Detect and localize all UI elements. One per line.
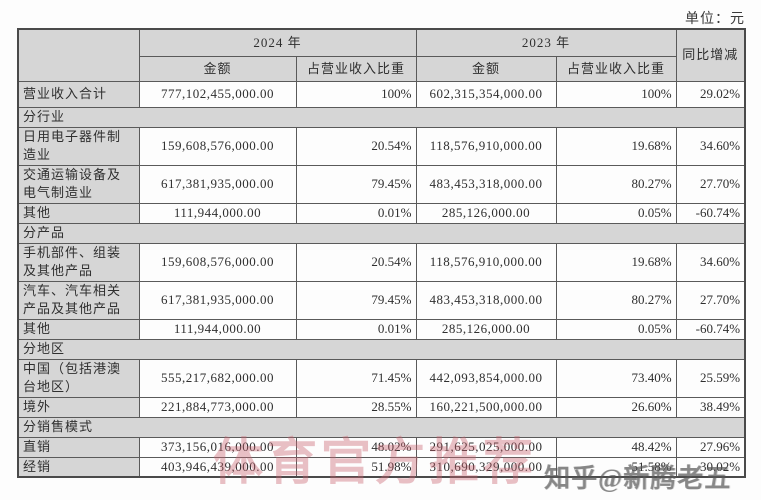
ratio-2024: 0.01% (295, 202, 417, 224)
ratio-2023: 0.05% (555, 318, 677, 340)
header-amount-2024: 金额 (138, 55, 297, 82)
amount-2023: 602,315,354,000.00 (415, 80, 557, 108)
ratio-2024: 79.45% (295, 164, 417, 204)
yoy-value: 34.60% (675, 126, 746, 166)
yoy-value: -60.74% (675, 318, 746, 340)
section-label: 分地区 (17, 338, 746, 360)
amount-2024: 403,946,439,000.00 (138, 456, 297, 478)
ratio-2023: 80.27% (555, 280, 677, 320)
ratio-2024: 79.45% (295, 280, 417, 320)
ratio-2023: 19.68% (555, 126, 677, 166)
table-row: 其他 111,944,000.00 0.01% 285,126,000.00 0… (17, 202, 746, 224)
ratio-2023: 100% (555, 80, 677, 108)
ratio-2024: 71.45% (295, 358, 417, 398)
table-row: 汽车、汽车相关 产品及其他产品 617,381,935,000.00 79.45… (17, 280, 746, 320)
table-row: 境外 221,884,773,000.00 28.55% 160,221,500… (17, 396, 746, 418)
amount-2024: 111,944,000.00 (138, 318, 297, 340)
header-year-2024: 2024 年 (138, 28, 417, 57)
ratio-2024: 28.55% (295, 396, 417, 418)
row-label: 经销 (17, 456, 140, 478)
ratio-2024: 51.98% (295, 456, 417, 478)
ratio-2024: 100% (295, 80, 417, 108)
row-label: 交通运输设备及 电气制造业 (17, 164, 140, 204)
ratio-2024: 0.01% (295, 318, 417, 340)
amount-2024: 373,156,016,000.00 (138, 436, 297, 458)
section-label: 分行业 (17, 106, 746, 128)
table-row: 手机部件、组装 及其他产品 159,608,576,000.00 20.54% … (17, 242, 746, 282)
section-row-industry: 分行业 (17, 106, 746, 128)
section-row-product: 分产品 (17, 222, 746, 244)
row-label: 日用电子器件制 造业 (17, 126, 140, 166)
yoy-value: 27.70% (675, 164, 746, 204)
row-label: 直销 (17, 436, 140, 458)
header-row-metrics: 金额 占营业收入比重 金额 占营业收入比重 (18, 55, 745, 82)
amount-2023: 483,453,318,000.00 (415, 164, 557, 204)
table-row: 日用电子器件制 造业 159,608,576,000.00 20.54% 118… (17, 126, 746, 166)
row-label: 手机部件、组装 及其他产品 (17, 242, 140, 282)
table-row: 中国（包括港澳 台地区） 555,217,682,000.00 71.45% 4… (17, 358, 746, 398)
ratio-2023: 80.27% (555, 164, 677, 204)
yoy-value: 30.02% (675, 456, 746, 478)
ratio-2024: 20.54% (295, 126, 417, 166)
yoy-value: 38.49% (675, 396, 746, 418)
revenue-breakdown-table: 2024 年 2023 年 同比增减 金额 占营业收入比重 金额 占营业收入比重… (17, 28, 747, 478)
section-label: 分产品 (17, 222, 746, 244)
table-row: 直销 373,156,016,000.00 48.02% 291,625,025… (17, 436, 746, 458)
yoy-value: 25.59% (675, 358, 746, 398)
amount-2024: 617,381,935,000.00 (138, 164, 297, 204)
row-label: 其他 (17, 318, 140, 340)
row-label: 其他 (17, 202, 140, 224)
row-label: 中国（包括港澳 台地区） (17, 358, 140, 398)
ratio-2023: 0.05% (555, 202, 677, 224)
amount-2024: 159,608,576,000.00 (138, 242, 297, 282)
amount-2024: 221,884,773,000.00 (138, 396, 297, 418)
header-empty-cell (17, 28, 140, 82)
amount-2023: 291,625,025,000.00 (415, 436, 557, 458)
section-row-sales-model: 分销售模式 (17, 416, 746, 438)
ratio-2023: 26.60% (555, 396, 677, 418)
yoy-value: 27.96% (675, 436, 746, 458)
amount-2024: 159,608,576,000.00 (138, 126, 297, 166)
yoy-value: -60.74% (675, 202, 746, 224)
ratio-2024: 20.54% (295, 242, 417, 282)
header-row-years: 2024 年 2023 年 同比增减 (17, 28, 746, 82)
section-row-region: 分地区 (17, 338, 746, 360)
amount-2023: 310,690,329,000.00 (415, 456, 557, 478)
table-row: 经销 403,946,439,000.00 51.98% 310,690,329… (17, 456, 746, 478)
amount-2023: 160,221,500,000.00 (415, 396, 557, 418)
header-ratio-2024: 占营业收入比重 (295, 55, 417, 82)
amount-2023: 442,093,854,000.00 (415, 358, 557, 398)
yoy-value: 27.70% (675, 280, 746, 320)
ratio-2023: 51.58% (555, 456, 677, 478)
header-ratio-2023: 占营业收入比重 (555, 55, 677, 82)
row-label: 汽车、汽车相关 产品及其他产品 (17, 280, 140, 320)
table-row: 交通运输设备及 电气制造业 617,381,935,000.00 79.45% … (17, 164, 746, 204)
row-label: 境外 (17, 396, 140, 418)
header-year-2023: 2023 年 (415, 28, 677, 57)
amount-2023: 285,126,000.00 (415, 318, 557, 340)
amount-2023: 285,126,000.00 (415, 202, 557, 224)
amount-2023: 118,576,910,000.00 (415, 242, 557, 282)
amount-2024: 111,944,000.00 (138, 202, 297, 224)
table-row-total: 营业收入合计 777,102,455,000.00 100% 602,315,3… (17, 80, 746, 108)
yoy-value: 34.60% (675, 242, 746, 282)
amount-2024: 617,381,935,000.00 (138, 280, 297, 320)
section-label: 分销售模式 (17, 416, 746, 438)
amount-2023: 118,576,910,000.00 (415, 126, 557, 166)
amount-2024: 777,102,455,000.00 (138, 80, 297, 108)
ratio-2023: 73.40% (555, 358, 677, 398)
amount-2023: 483,453,318,000.00 (415, 280, 557, 320)
ratio-2024: 48.02% (295, 436, 417, 458)
amount-2024: 555,217,682,000.00 (138, 358, 297, 398)
row-label: 营业收入合计 (17, 80, 140, 108)
yoy-value: 29.02% (675, 80, 746, 108)
header-yoy: 同比增减 (675, 28, 746, 82)
table-row: 其他 111,944,000.00 0.01% 285,126,000.00 0… (17, 318, 746, 340)
ratio-2023: 48.42% (555, 436, 677, 458)
ratio-2023: 19.68% (555, 242, 677, 282)
header-amount-2023: 金额 (415, 55, 557, 82)
unit-label: 单位：元 (685, 12, 745, 27)
